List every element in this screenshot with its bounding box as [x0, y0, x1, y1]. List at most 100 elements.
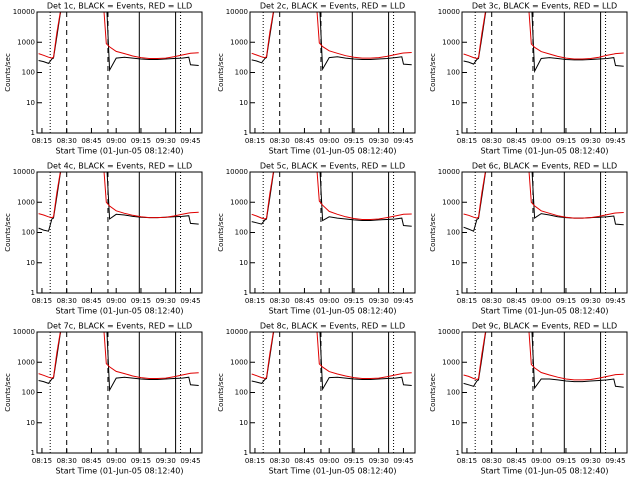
x-axis-label: Start Time (01-Jun-05 08:12:40) — [481, 307, 609, 316]
x-axis-label: Start Time (01-Jun-05 08:12:40) — [269, 467, 397, 476]
x-tick-label: 09:30 — [369, 457, 389, 465]
x-tick-label: 09:45 — [180, 457, 200, 465]
x-tick-label: 09:15 — [556, 297, 576, 305]
y-tick-label: 1 — [456, 289, 460, 297]
x-tick-label: 09:00 — [531, 457, 551, 465]
y-axis-label: Counts/sec — [429, 373, 437, 412]
y-tick-label: 10000 — [438, 328, 460, 336]
y-tick-label: 100 — [235, 229, 248, 237]
y-tick-label: 10000 — [226, 168, 248, 176]
panel: Det 7c, BLACK = Events, RED = LLD Start T… — [4, 322, 203, 476]
y-tick-label: 1000 — [230, 358, 248, 366]
x-tick-label: 08:30 — [57, 457, 77, 465]
x-tick-label: 08:45 — [506, 297, 526, 305]
x-axis-label: Start Time (01-Jun-05 08:12:40) — [481, 147, 609, 156]
data-line — [463, 172, 624, 219]
y-tick-label: 1000 — [230, 38, 248, 46]
y-tick-label: 10 — [451, 259, 460, 267]
x-axis-label: Start Time (01-Jun-05 08:12:40) — [481, 467, 609, 476]
y-axis-label: Counts/sec — [4, 373, 12, 412]
panel: Det 3c, BLACK = Events, RED = LLD Start T… — [429, 2, 628, 156]
x-tick-label: 09:00 — [319, 137, 339, 145]
x-tick-label: 08:30 — [270, 297, 290, 305]
y-tick-label: 1 — [31, 449, 35, 457]
y-tick-label: 100 — [447, 229, 460, 237]
x-tick-label: 09:45 — [180, 137, 200, 145]
x-tick-label: 09:15 — [344, 137, 364, 145]
y-tick-label: 1 — [456, 129, 460, 137]
x-tick-label: 09:30 — [156, 297, 176, 305]
y-tick-label: 10000 — [13, 8, 35, 16]
x-tick-label: 08:15 — [457, 457, 477, 465]
x-tick-label: 08:15 — [457, 137, 477, 145]
x-tick-label: 09:15 — [556, 137, 576, 145]
x-tick-label: 08:45 — [294, 457, 314, 465]
y-tick-label: 10 — [239, 99, 248, 107]
plot-frame — [249, 331, 416, 454]
x-tick-label: 08:15 — [245, 297, 265, 305]
x-tick-label: 09:45 — [605, 297, 625, 305]
panel: Det 5c, BLACK = Events, RED = LLD Start T… — [217, 162, 416, 316]
y-tick-label: 1 — [244, 449, 248, 457]
x-tick-label: 08:15 — [32, 137, 52, 145]
data-line — [251, 332, 412, 391]
y-tick-label: 100 — [447, 69, 460, 77]
panel: Det 4c, BLACK = Events, RED = LLD Start T… — [4, 162, 203, 316]
x-tick-label: 08:45 — [81, 457, 101, 465]
y-axis-label: Counts/sec — [217, 373, 225, 412]
plot-frame — [461, 171, 628, 294]
y-tick-label: 1000 — [442, 358, 460, 366]
x-axis-label: Start Time (01-Jun-05 08:12:40) — [56, 307, 184, 316]
x-tick-label: 09:30 — [369, 137, 389, 145]
x-axis-label: Start Time (01-Jun-05 08:12:40) — [56, 467, 184, 476]
x-tick-label: 09:30 — [581, 297, 601, 305]
x-tick-label: 09:15 — [344, 457, 364, 465]
y-tick-label: 10000 — [226, 328, 248, 336]
data-line — [251, 332, 412, 380]
x-tick-label: 09:45 — [605, 457, 625, 465]
panel-title: Det 5c, BLACK = Events, RED = LLD — [260, 162, 405, 171]
x-axis-label: Start Time (01-Jun-05 08:12:40) — [56, 147, 184, 156]
x-axis-label: Start Time (01-Jun-05 08:12:40) — [269, 307, 397, 316]
x-tick-label: 08:45 — [294, 297, 314, 305]
plot-frame — [461, 331, 628, 454]
y-tick-label: 1000 — [17, 38, 35, 46]
y-tick-label: 100 — [22, 69, 35, 77]
x-tick-label: 09:15 — [131, 137, 151, 145]
x-tick-label: 08:45 — [81, 137, 101, 145]
x-tick-label: 08:30 — [270, 457, 290, 465]
x-tick-label: 09:15 — [131, 297, 151, 305]
y-tick-label: 10 — [239, 419, 248, 427]
data-line — [251, 12, 412, 59]
plot-frame — [249, 171, 416, 294]
y-tick-label: 100 — [22, 389, 35, 397]
panel: Det 6c, BLACK = Events, RED = LLD Start T… — [429, 162, 628, 316]
x-tick-label: 09:00 — [106, 297, 126, 305]
y-tick-label: 10 — [26, 99, 35, 107]
x-tick-label: 09:15 — [131, 457, 151, 465]
x-tick-label: 09:45 — [393, 457, 413, 465]
y-axis-label: Counts/sec — [4, 213, 12, 252]
x-tick-label: 09:00 — [319, 457, 339, 465]
y-tick-label: 100 — [22, 229, 35, 237]
data-line — [38, 172, 199, 219]
y-axis-label: Counts/sec — [429, 53, 437, 92]
data-line — [38, 172, 199, 232]
y-tick-label: 1000 — [17, 358, 35, 366]
x-tick-label: 08:30 — [270, 137, 290, 145]
x-tick-label: 09:00 — [106, 457, 126, 465]
panel-title: Det 1c, BLACK = Events, RED = LLD — [47, 2, 192, 11]
y-tick-label: 100 — [235, 389, 248, 397]
y-tick-label: 1000 — [17, 198, 35, 206]
panel-title: Det 6c, BLACK = Events, RED = LLD — [472, 162, 617, 171]
y-tick-label: 10000 — [13, 168, 35, 176]
x-tick-label: 08:30 — [482, 457, 502, 465]
panel: Det 2c, BLACK = Events, RED = LLD Start T… — [217, 2, 416, 156]
panel-title: Det 3c, BLACK = Events, RED = LLD — [472, 2, 617, 11]
x-tick-label: 08:45 — [294, 137, 314, 145]
y-tick-label: 10 — [451, 99, 460, 107]
y-tick-label: 10000 — [438, 168, 460, 176]
x-tick-label: 09:30 — [369, 297, 389, 305]
x-tick-label: 08:15 — [32, 457, 52, 465]
y-axis-label: Counts/sec — [4, 53, 12, 92]
